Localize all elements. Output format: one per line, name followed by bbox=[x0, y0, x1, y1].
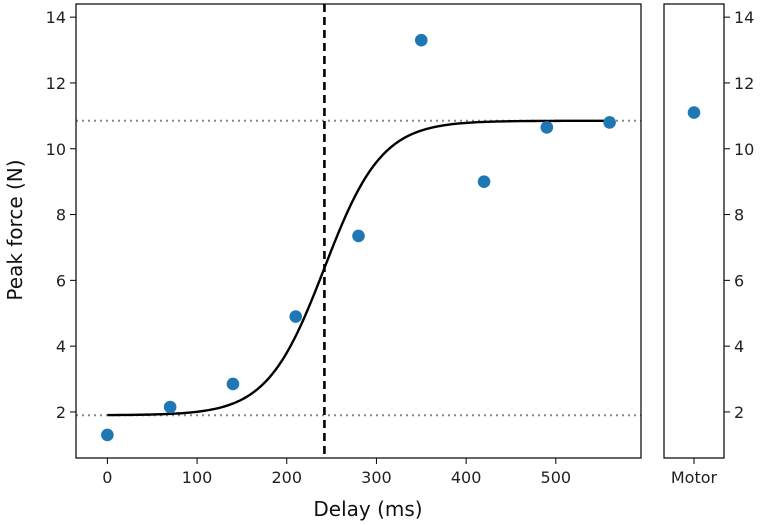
main-plot-frame bbox=[75, 3, 642, 459]
data-point bbox=[101, 428, 114, 442]
y-tick-label: 12 bbox=[46, 74, 66, 93]
right-y-tick-label: 12 bbox=[734, 74, 754, 93]
y-tick-label: 6 bbox=[56, 271, 66, 290]
right-y-tick-label: 6 bbox=[734, 271, 744, 290]
data-point bbox=[289, 310, 303, 323]
data-point bbox=[414, 33, 428, 47]
x-tick-label: 0 bbox=[102, 468, 112, 487]
data-point bbox=[477, 175, 491, 188]
right-y-tick-label: 8 bbox=[734, 206, 744, 225]
x-tick-label: 100 bbox=[182, 468, 213, 487]
main-plot: 0 100 200 300 400 500 2 4 6 8 10 12 14 bbox=[46, 3, 642, 487]
x-tick-label: 200 bbox=[271, 468, 302, 487]
y-tick-label: 8 bbox=[56, 206, 66, 225]
motor-x-tick-label: Motor bbox=[671, 468, 718, 487]
right-y-tick-label: 2 bbox=[734, 403, 744, 422]
y-axis-label: Peak force (N) bbox=[3, 159, 27, 300]
y-tick-label: 10 bbox=[46, 140, 66, 159]
motor-data-point bbox=[687, 106, 701, 119]
y-tick-label: 4 bbox=[56, 337, 66, 356]
y-tick-label: 14 bbox=[46, 8, 66, 27]
y-tick-label: 2 bbox=[56, 403, 66, 422]
data-point bbox=[163, 400, 177, 414]
right-y-tick-label: 14 bbox=[734, 8, 754, 27]
x-tick-label: 400 bbox=[451, 468, 482, 487]
x-tick-label: 500 bbox=[541, 468, 572, 487]
x-axis-label: Delay (ms) bbox=[313, 497, 422, 521]
data-point bbox=[603, 116, 616, 129]
motor-plot-frame bbox=[663, 3, 725, 459]
data-point bbox=[540, 121, 554, 134]
right-y-tick-label: 10 bbox=[734, 140, 754, 159]
x-tick-label: 300 bbox=[361, 468, 392, 487]
motor-plot: Motor 2 4 6 8 10 12 14 bbox=[663, 3, 754, 487]
data-point bbox=[352, 229, 365, 243]
fit-curve bbox=[107, 119, 610, 417]
right-y-tick-label: 4 bbox=[734, 337, 744, 356]
data-point bbox=[226, 377, 240, 391]
